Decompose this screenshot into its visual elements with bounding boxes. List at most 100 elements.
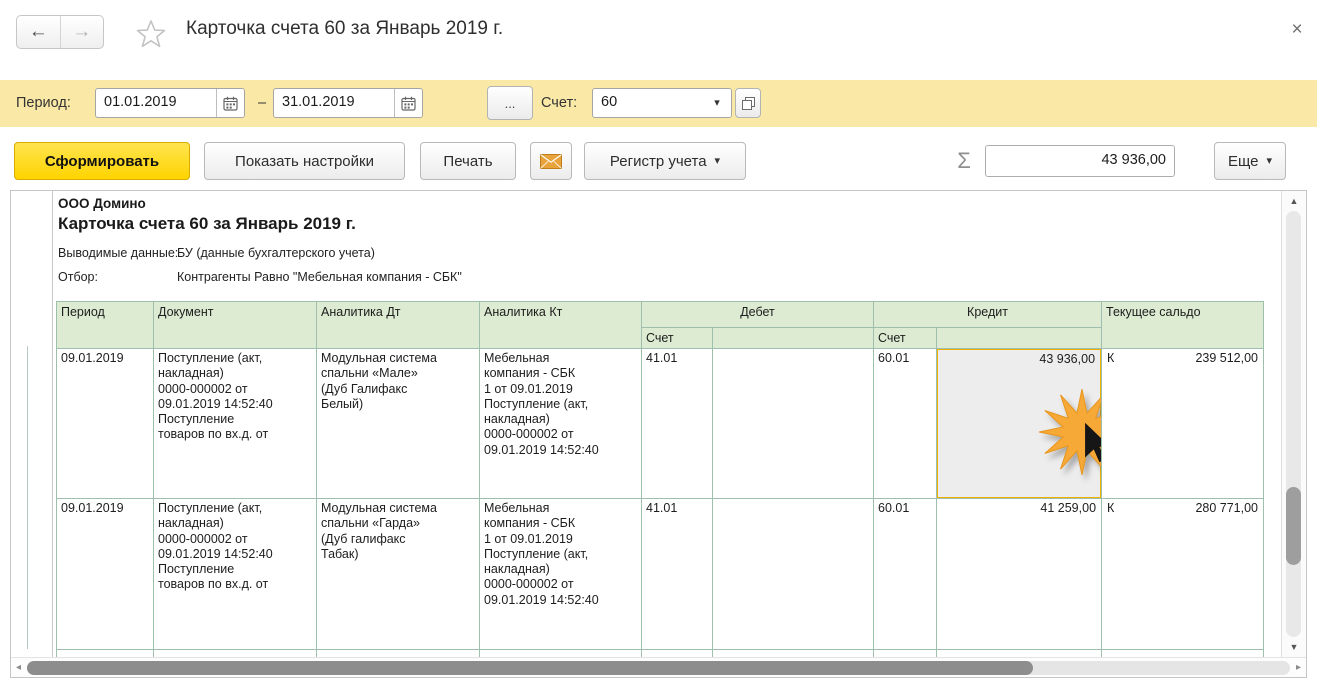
nav-history-group: ← → [16, 15, 104, 49]
cell-period[interactable]: 09.01.2019 [56, 348, 154, 499]
table-row: 09.01.2019 Поступление (акт, накладная) … [56, 498, 1265, 650]
cell-period[interactable]: 09.01.2019 [56, 498, 154, 650]
sum-field[interactable]: 43 936,00 [985, 145, 1175, 177]
header-debit-account[interactable]: Счет [641, 327, 713, 349]
cell-debit-account[interactable]: 41.01 [641, 498, 713, 650]
cell-debit-amount[interactable] [712, 498, 874, 650]
close-icon[interactable]: × [1291, 19, 1303, 40]
vertical-scroll-track[interactable] [1286, 211, 1301, 637]
favorite-star-icon[interactable] [136, 19, 166, 49]
account-card-table: Период Документ Аналитика Дт Аналитика К… [56, 301, 1265, 660]
cursor-icon [1085, 422, 1101, 463]
period-to-field[interactable]: 31.01.2019 [273, 88, 423, 118]
print-button[interactable]: Печать [420, 142, 516, 180]
back-arrow-icon: ← [28, 21, 48, 42]
calendar-button[interactable] [394, 89, 422, 117]
click-starburst-icon [1036, 386, 1101, 478]
header-document[interactable]: Документ [153, 301, 317, 349]
scroll-right-icon[interactable]: ▸ [1295, 662, 1301, 673]
table-row: 09.01.2019 Поступление (акт, накладная) … [56, 348, 1265, 499]
report-gutter-line [27, 346, 28, 649]
period-from-value: 01.01.2019 [104, 94, 177, 110]
cell-debit-account[interactable]: 41.01 [641, 348, 713, 499]
scroll-left-icon[interactable]: ◂ [16, 662, 22, 673]
show-settings-button[interactable]: Показать настройки [204, 142, 405, 180]
cell-document[interactable]: Поступление (акт, накладная) 0000-000002… [153, 348, 317, 499]
header-period[interactable]: Период [56, 301, 154, 349]
balance-side: К [1107, 501, 1115, 515]
cell-credit-amount[interactable]: 41 259,00 [935, 498, 1103, 650]
chevron-down-icon: ▾ [1266, 154, 1273, 167]
more-label: Еще [1227, 152, 1259, 170]
chevron-down-icon: ▾ [714, 154, 721, 167]
vertical-scrollbar[interactable]: ▲ ▼ [1281, 191, 1306, 657]
cell-analytics-kt[interactable]: Мебельная компания - СБК 1 от 09.01.2019… [479, 348, 642, 499]
header-debit[interactable]: Дебет [641, 301, 874, 328]
period-to-value: 31.01.2019 [282, 94, 355, 110]
balance-amount: 280 771,00 [1195, 501, 1259, 515]
account-label: Счет: [541, 95, 578, 111]
header-balance[interactable]: Текущее сальдо [1101, 301, 1265, 349]
calendar-icon [223, 96, 238, 111]
chevron-down-icon: ▾ [714, 96, 720, 109]
account-picker-button[interactable] [735, 88, 761, 118]
register-dropdown-button[interactable]: Регистр учета ▾ [584, 142, 746, 180]
balance-amount: 239 512,00 [1195, 351, 1259, 365]
picker-icon [741, 96, 755, 110]
cell-debit-amount[interactable] [712, 348, 874, 499]
scroll-down-icon[interactable]: ▼ [1289, 642, 1299, 652]
cell-analytics-dt[interactable]: Модульная система спальни «Мале» (Дуб Га… [316, 348, 480, 499]
filter-value: Контрагенты Равно "Мебельная компания - … [177, 270, 462, 284]
header-credit-amount[interactable] [935, 327, 1103, 349]
header-analytics-kt[interactable]: Аналитика Кт [479, 301, 642, 349]
calendar-icon [401, 96, 416, 111]
back-button[interactable]: ← [17, 16, 61, 48]
account-dropdown-button[interactable]: ▾ [703, 89, 731, 117]
period-from-field[interactable]: 01.01.2019 [95, 88, 245, 118]
vertical-scroll-thumb[interactable] [1286, 487, 1301, 565]
report-toolbar: Сформировать Показать настройки Печать Р… [0, 138, 1317, 184]
horizontal-scrollbar[interactable]: ◂ ▸ [11, 657, 1306, 677]
calendar-button[interactable] [216, 89, 244, 117]
cell-document[interactable]: Поступление (акт, накладная) 0000-000002… [153, 498, 317, 650]
balance-side: К [1107, 351, 1115, 365]
forward-button[interactable]: → [61, 16, 104, 48]
sigma-icon: Σ [957, 148, 971, 173]
report-area: ООО Домино Карточка счета 60 за Январь 2… [10, 190, 1307, 678]
cell-balance[interactable]: К 239 512,00 [1101, 348, 1265, 499]
cell-analytics-dt[interactable]: Модульная система спальни «Гарда» (Дуб г… [316, 498, 480, 650]
register-label: Регистр учета [609, 152, 707, 170]
account-value: 60 [601, 94, 618, 110]
cell-credit-amount-selected[interactable]: 43 936,00 [935, 348, 1103, 499]
header-credit[interactable]: Кредит [872, 301, 1103, 328]
selected-cell-value: 43 936,00 [1039, 352, 1096, 366]
page-title: Карточка счета 60 за Январь 2019 г. [186, 18, 504, 39]
output-data-value: БУ (данные бухгалтерского учета) [177, 246, 375, 260]
period-range-dash: – [257, 95, 267, 111]
window-titlebar: ← → Карточка счета 60 за Январь 2019 г. … [0, 0, 1317, 62]
cell-credit-account[interactable]: 60.01 [873, 348, 937, 499]
header-analytics-dt[interactable]: Аналитика Дт [316, 301, 480, 349]
report-title: Карточка счета 60 за Январь 2019 г. [58, 214, 356, 233]
more-dropdown-button[interactable]: Еще ▾ [1214, 142, 1286, 180]
cell-balance[interactable]: К 280 771,00 [1101, 498, 1265, 650]
cell-credit-account[interactable]: 60.01 [873, 498, 937, 650]
account-field[interactable]: 60 ▾ [592, 88, 732, 118]
forward-arrow-icon: → [72, 21, 92, 42]
filter-bar: Период: 01.01.2019 – 31.01.2019 [0, 80, 1317, 127]
horizontal-scroll-thumb[interactable] [27, 661, 1033, 675]
send-mail-button[interactable] [530, 142, 572, 180]
header-credit-account[interactable]: Счет [873, 327, 937, 349]
report-gutter-line [52, 191, 53, 659]
output-data-label: Выводимые данные: [58, 246, 179, 260]
selected-cell-highlight: 43 936,00 [937, 349, 1101, 498]
scroll-up-icon[interactable]: ▲ [1289, 196, 1299, 206]
period-variants-button[interactable]: ... [487, 86, 533, 120]
generate-button[interactable]: Сформировать [14, 142, 190, 180]
table-subheader-row: Счет Счет [57, 327, 1264, 349]
period-label: Период: [16, 95, 71, 111]
header-debit-amount[interactable] [712, 327, 874, 349]
envelope-icon [540, 153, 562, 169]
cell-analytics-kt[interactable]: Мебельная компания - СБК 1 от 09.01.2019… [479, 498, 642, 650]
table-header-row: Период Документ Аналитика Дт Аналитика К… [56, 301, 1265, 349]
